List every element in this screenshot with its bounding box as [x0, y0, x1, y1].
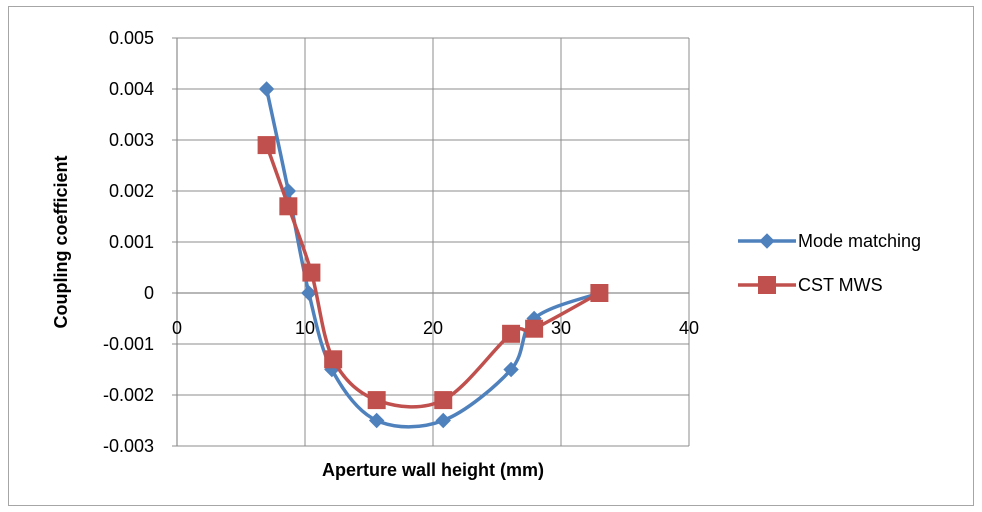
data-point-square: [324, 350, 343, 369]
legend: Mode matching CST MWS: [738, 231, 921, 295]
legend-label-mode-matching: Mode matching: [798, 231, 921, 251]
data-point-square: [367, 391, 386, 410]
data-point-square: [502, 324, 521, 343]
y-tick-label: -0.003: [103, 436, 154, 456]
y-tick-label: 0.004: [109, 79, 154, 99]
data-point-square: [525, 319, 544, 338]
legend-marker-diamond: [759, 233, 775, 249]
data-point-diamond: [503, 361, 519, 378]
x-tick-label: 10: [295, 318, 315, 338]
legend-marker-square: [758, 276, 776, 294]
data-point-square: [434, 391, 453, 410]
x-tick-label: 30: [551, 318, 571, 338]
y-tick-label: -0.001: [103, 334, 154, 354]
data-point-square: [279, 197, 298, 216]
tick-labels: -0.003 -0.002 -0.001 0 0.001 0.002 0.003 0.004 0…: [103, 28, 699, 456]
x-tick-label: 0: [172, 318, 182, 338]
data-point-square: [590, 284, 609, 302]
legend-label-cst-mws: CST MWS: [798, 275, 883, 295]
y-tick-label: -0.002: [103, 385, 154, 405]
series-layer: [257, 81, 609, 429]
data-point-diamond: [301, 285, 317, 301]
y-tick-label: 0: [144, 283, 154, 303]
x-tick-label: 20: [423, 318, 443, 338]
y-axis-title: Coupling coefficient: [51, 155, 71, 328]
y-tick-label: 0.001: [109, 232, 154, 252]
gridlines: [176, 37, 690, 447]
y-tick-label: 0.003: [109, 130, 154, 150]
series-1: [257, 136, 609, 410]
x-tick-label: 40: [679, 318, 699, 338]
data-point-square: [302, 263, 321, 282]
data-point-diamond: [435, 412, 451, 429]
legend-entry-cst-mws: CST MWS: [738, 275, 883, 295]
data-point-diamond: [258, 81, 275, 97]
y-tick-label: 0.005: [109, 28, 154, 48]
y-tick-label: 0.002: [109, 181, 154, 201]
data-point-diamond: [368, 412, 385, 429]
x-axis-title: Aperture wall height (mm): [322, 460, 544, 480]
data-point-square: [257, 136, 276, 155]
legend-entry-mode-matching: Mode matching: [738, 231, 921, 251]
